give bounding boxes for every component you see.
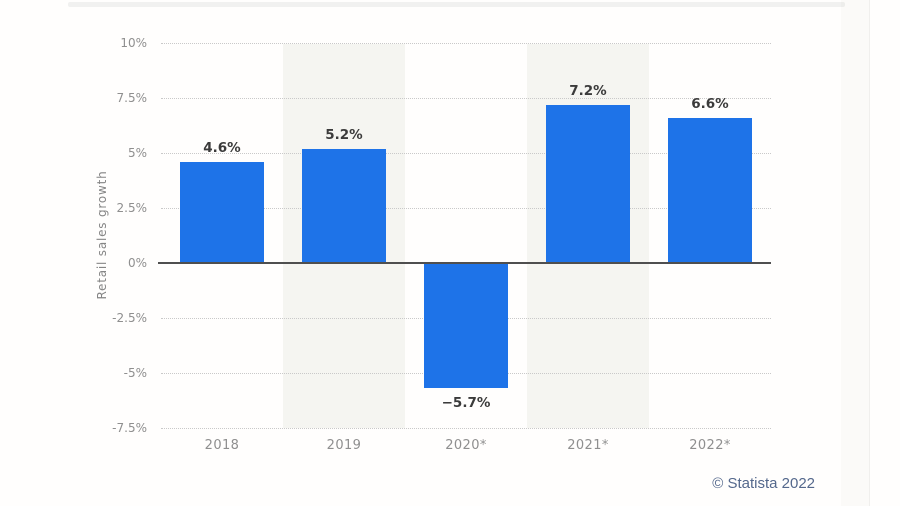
y-axis-tick-label: -7.5% [112, 421, 147, 435]
bar-2022*[interactable] [668, 117, 752, 263]
bar-value-label: 7.2% [569, 82, 607, 99]
y-axis-tick-label: 2.5% [116, 201, 148, 215]
widget-top-edge [68, 2, 845, 7]
x-axis-label: 2018 [204, 438, 240, 453]
gridline [161, 98, 771, 99]
statista-credit-link[interactable]: © Statista 2022 [712, 475, 815, 492]
y-axis-tick-label: 10% [120, 36, 147, 50]
bar-2019[interactable] [302, 148, 386, 263]
widget-right-edge [841, 0, 870, 506]
y-axis-tick-label: 7.5% [116, 91, 148, 105]
zero-baseline [158, 262, 771, 264]
bar-value-label: 6.6% [691, 95, 729, 112]
y-axis-tick-label: 5% [127, 146, 147, 160]
bar-2020*[interactable] [424, 264, 508, 389]
bar-value-label: 5.2% [325, 126, 363, 143]
bar-value-label: 4.6% [203, 139, 241, 156]
bar-value-label: −5.7% [441, 395, 491, 412]
gridline [161, 428, 771, 429]
gridline [161, 208, 771, 209]
x-axis-label: 2022* [689, 438, 731, 453]
x-axis-label: 2019 [326, 438, 362, 453]
y-axis-tick-label: 0% [127, 256, 147, 270]
x-axis-label: 2021* [567, 438, 609, 453]
gridline [161, 153, 771, 154]
y-axis-tick-label: -2.5% [112, 311, 147, 325]
x-axis-label: 2020* [445, 438, 487, 453]
bar-2018[interactable] [180, 161, 264, 263]
y-axis-tick-label: -5% [123, 366, 147, 380]
bar-2021*[interactable] [546, 104, 630, 263]
y-axis-title: Retail sales growth [95, 170, 109, 300]
gridline [161, 43, 771, 44]
